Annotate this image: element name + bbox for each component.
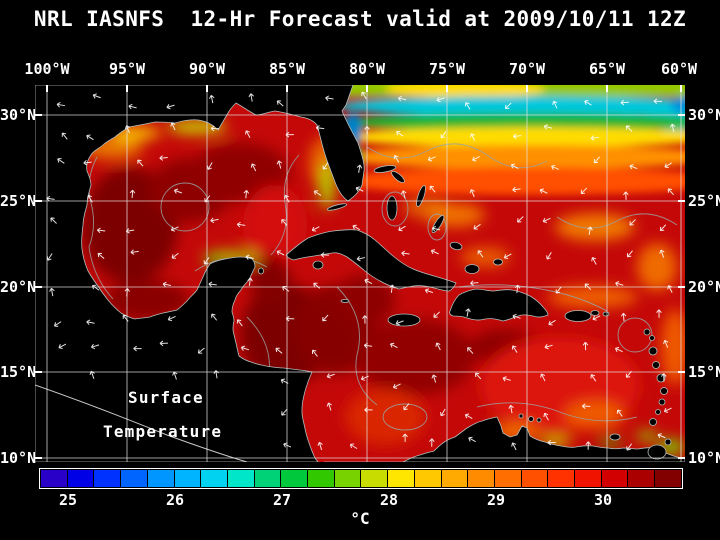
overlay-label-temperature: Temperature [103, 422, 223, 441]
colorbar-tick: 30 [593, 491, 613, 509]
colorbar-cell [174, 470, 201, 487]
land-lesser-antilles [518, 310, 672, 460]
colorbar-cell [227, 470, 254, 487]
land-cayman [340, 299, 350, 303]
colorbar-cell [281, 470, 308, 487]
colorbar-cell [548, 470, 575, 487]
land-south-america [323, 416, 685, 462]
lon-label: 95°W [108, 60, 146, 78]
sst-map-canvas [35, 85, 685, 462]
lat-label: 20°N [0, 278, 37, 296]
colorbar-tick: 25 [58, 491, 78, 509]
colorbar-cell [468, 470, 494, 487]
graticule [35, 85, 685, 462]
colorbar-cell [308, 470, 334, 487]
land-florida-keys [326, 203, 348, 211]
colorbar-cell [414, 470, 441, 487]
colorbar-cell [147, 470, 174, 487]
colorbar-cell [334, 470, 361, 487]
colorbar-cell [121, 470, 147, 487]
land-cuba [285, 229, 457, 292]
colorbar-unit: °C [350, 509, 370, 528]
lon-label: 90°W [188, 60, 226, 78]
lat-label: 30°N [0, 106, 37, 124]
colorbar-tick: 26 [165, 491, 185, 509]
overlay-label-surface: Surface [128, 388, 204, 407]
axis-ticks [35, 85, 685, 459]
colorbar-cell [41, 470, 67, 487]
lon-label: 65°W [588, 60, 626, 78]
lat-label: 20°N [688, 278, 720, 296]
colorbar [39, 468, 683, 489]
land-cozumel [258, 267, 264, 275]
sst-field-blobs [82, 120, 685, 455]
lon-label: 80°W [348, 60, 386, 78]
colorbar-cell [575, 470, 601, 487]
colorbar-cell [361, 470, 388, 487]
lon-label: 75°W [428, 60, 466, 78]
lon-label: 100°W [24, 60, 70, 78]
land-hispaniola [449, 288, 549, 322]
lat-label: 10°N [688, 449, 720, 467]
pacific-coastline [35, 384, 248, 462]
lon-label: 60°W [660, 60, 698, 78]
colorbar-cell [67, 470, 94, 487]
colorbar-cell [254, 470, 281, 487]
land-isla-juventud [312, 260, 324, 270]
land-jamaica [387, 313, 421, 327]
colorbar-cell [655, 470, 681, 487]
colorbar-cell [601, 470, 628, 487]
lat-label: 25°N [0, 192, 37, 210]
lon-label: 70°W [508, 60, 546, 78]
colorbar-tick: 29 [486, 491, 506, 509]
colorbar-cells [41, 470, 681, 487]
plot-title: NRL IASNFS 12-Hr Forecast valid at 2009/… [33, 7, 687, 31]
colorbar-cell [201, 470, 227, 487]
colorbar-cell [441, 470, 468, 487]
atlantic-cool-bands [341, 85, 685, 195]
lat-label: 10°N [0, 449, 37, 467]
land-north-central-america [35, 85, 365, 462]
lat-label: 30°N [688, 106, 720, 124]
colorbar-cell [94, 470, 121, 487]
current-vector-arrows [46, 91, 676, 451]
lon-label: 85°W [268, 60, 306, 78]
colorbar-cell [628, 470, 655, 487]
lat-label: 25°N [688, 192, 720, 210]
lat-label: 15°N [688, 363, 720, 381]
sst-map: Surface Temperature [35, 85, 685, 462]
colorbar-cell [521, 470, 548, 487]
colorbar-tick: 28 [379, 491, 399, 509]
colorbar-cell [494, 470, 521, 487]
land-mask [35, 85, 685, 462]
colorbar-tick: 27 [272, 491, 292, 509]
lat-label: 15°N [0, 363, 37, 381]
land-puerto-rico [564, 310, 592, 322]
colorbar-cell [388, 470, 414, 487]
